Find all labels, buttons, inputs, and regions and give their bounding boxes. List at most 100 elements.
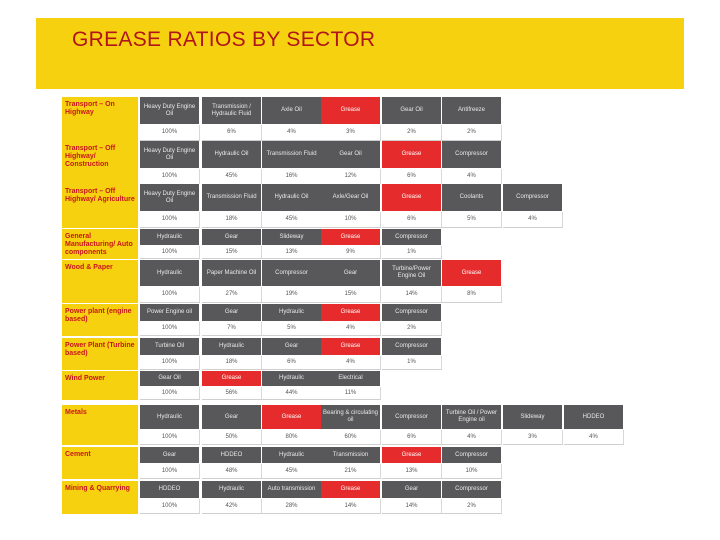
share-cell: 19% xyxy=(262,287,322,303)
title-banner: GREASE RATIOS BY SECTOR xyxy=(36,18,684,89)
product-cell: Transmission Fluid xyxy=(202,184,262,211)
share-cell: 14% xyxy=(382,287,442,303)
share-cell: 2% xyxy=(442,499,502,514)
product-cell: Electrical xyxy=(321,371,381,386)
share-cell: 6% xyxy=(262,356,322,370)
product-cell: Gear xyxy=(202,304,262,321)
share-cell: 4% xyxy=(564,430,624,445)
grease-product-cell: Grease xyxy=(382,447,442,463)
share-cell: 18% xyxy=(202,356,262,370)
product-cell: Auto transmission xyxy=(262,481,322,498)
product-cell: Hydraulic xyxy=(202,481,262,498)
product-cell: Axle/Gear Oil xyxy=(321,184,381,211)
sector-label: Metals xyxy=(62,405,138,445)
product-cell: Gear Oil xyxy=(140,371,200,386)
share-cell: 14% xyxy=(382,499,442,514)
product-cell: Compressor xyxy=(382,405,442,429)
share-cell: 6% xyxy=(382,212,442,228)
share-cell: 4% xyxy=(442,430,502,445)
product-cell: Gear xyxy=(140,447,200,463)
share-cell: 6% xyxy=(382,430,442,445)
product-cell: Hydraulic xyxy=(140,405,200,429)
share-cell: 4% xyxy=(321,322,381,336)
product-cell: Hydraulic xyxy=(140,229,200,245)
share-cell: 100% xyxy=(140,287,200,303)
product-cell: Antifreeze xyxy=(442,97,502,124)
share-cell: 10% xyxy=(442,464,502,479)
share-cell: 45% xyxy=(262,212,322,228)
sector-label: Transport – On Highway xyxy=(62,97,138,141)
share-cell: 8% xyxy=(442,287,502,303)
share-cell: 2% xyxy=(382,322,442,336)
share-cell: 100% xyxy=(140,212,200,228)
product-cell: Heavy Duty Engine Oil xyxy=(140,184,200,211)
product-cell: Transmission / Hydraulic Fluid xyxy=(202,97,262,124)
share-cell: 3% xyxy=(503,430,563,445)
grease-product-cell: Grease xyxy=(321,481,381,498)
share-cell: 80% xyxy=(262,430,322,445)
product-cell: Hydraulic xyxy=(262,447,322,463)
grease-product-cell: Grease xyxy=(382,184,442,211)
share-cell: 3% xyxy=(321,125,381,141)
product-cell: Compressor xyxy=(382,338,442,355)
share-cell: 100% xyxy=(140,499,200,514)
product-cell: Paper Machine Oil xyxy=(202,260,262,286)
share-cell: 100% xyxy=(140,356,200,370)
share-cell: 2% xyxy=(382,125,442,141)
share-cell: 45% xyxy=(202,169,262,185)
grease-product-cell: Grease xyxy=(262,405,322,429)
product-cell: Gear xyxy=(262,338,322,355)
share-cell: 100% xyxy=(140,169,200,185)
product-cell: Hydraulic Oil xyxy=(262,184,322,211)
share-cell: 9% xyxy=(321,246,381,259)
share-cell: 100% xyxy=(140,464,200,479)
product-cell: Heavy Duty Engine Oil xyxy=(140,141,200,168)
grease-product-cell: Grease xyxy=(202,371,262,386)
product-cell: Gear xyxy=(202,405,262,429)
share-cell: 4% xyxy=(321,356,381,370)
product-cell: Compressor xyxy=(382,229,442,245)
share-cell: 10% xyxy=(321,212,381,228)
share-cell: 100% xyxy=(140,322,200,336)
product-cell: Gear Oil xyxy=(321,141,381,168)
product-cell: Transmission Fluid xyxy=(262,141,322,168)
grease-product-cell: Grease xyxy=(442,260,502,286)
product-cell: Coolants xyxy=(442,184,502,211)
sector-label: Transport – Off Highway/ Construction xyxy=(62,141,138,185)
share-cell: 4% xyxy=(442,169,502,185)
share-cell: 15% xyxy=(202,246,262,259)
product-cell: Slideway xyxy=(503,405,563,429)
share-cell: 44% xyxy=(262,387,322,400)
share-cell: 6% xyxy=(382,169,442,185)
share-cell: 4% xyxy=(262,125,322,141)
grease-product-cell: Grease xyxy=(382,141,442,168)
sector-label: Transport – Off Highway/ Agriculture xyxy=(62,184,138,228)
share-cell: 28% xyxy=(262,499,322,514)
product-cell: Compressor xyxy=(503,184,563,211)
product-cell: Turbine Oil xyxy=(140,338,200,355)
share-cell: 5% xyxy=(262,322,322,336)
page-title: GREASE RATIOS BY SECTOR xyxy=(72,28,376,51)
product-cell: Gear Oil xyxy=(382,97,442,124)
share-cell: 21% xyxy=(321,464,381,479)
share-cell: 100% xyxy=(140,246,200,259)
share-cell: 48% xyxy=(202,464,262,479)
share-cell: 15% xyxy=(321,287,381,303)
product-cell: Gear xyxy=(382,481,442,498)
share-cell: 4% xyxy=(503,212,563,228)
product-cell: Hydraulic Oil xyxy=(202,141,262,168)
sector-label: Power plant (engine based) xyxy=(62,304,138,336)
product-cell: Compressor xyxy=(442,481,502,498)
product-cell: Hydraulic xyxy=(202,338,262,355)
share-cell: 50% xyxy=(202,430,262,445)
sector-label: Wood & Paper xyxy=(62,260,138,303)
grease-product-cell: Grease xyxy=(321,229,381,245)
share-cell: 100% xyxy=(140,387,200,400)
share-cell: 56% xyxy=(202,387,262,400)
sector-label: General Manufacturing/ Auto components xyxy=(62,229,138,259)
share-cell: 100% xyxy=(140,430,200,445)
product-cell: Turbine/Power Engine Oil xyxy=(382,260,442,286)
sector-label: Mining & Quarrying xyxy=(62,481,138,514)
product-cell: Compressor xyxy=(442,447,502,463)
product-cell: Transmission xyxy=(321,447,381,463)
